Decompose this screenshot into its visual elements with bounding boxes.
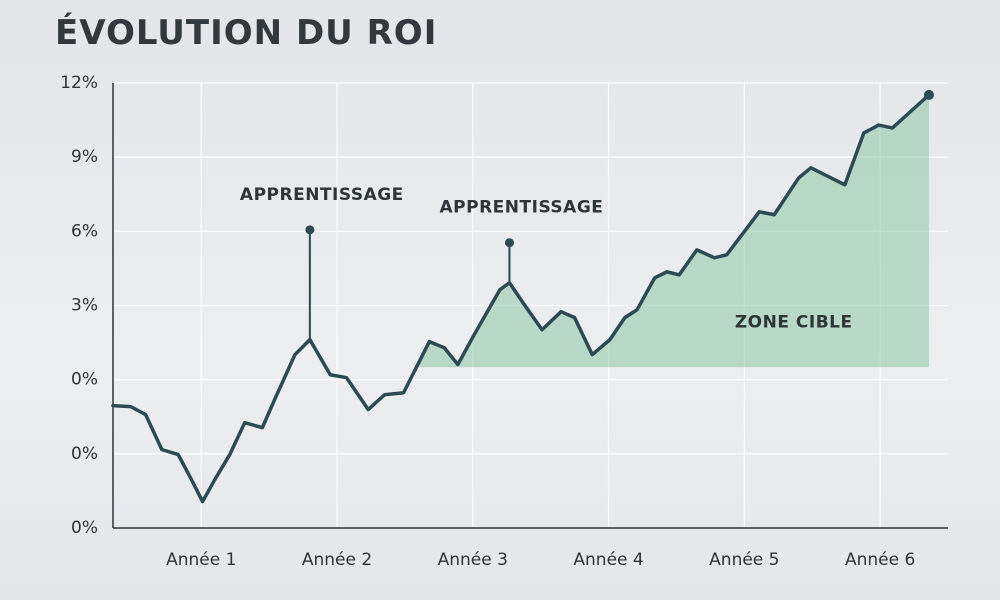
- series-line: [111, 93, 931, 504]
- annotation-label: APPRENTISSAGE: [440, 198, 604, 218]
- y-tick-label: 6%: [71, 221, 98, 241]
- end-point: [923, 89, 934, 100]
- zone-label: ZONE CIBLE: [735, 312, 853, 332]
- x-tick-label: Année 5: [709, 550, 779, 570]
- x-tick-label: Année 2: [302, 550, 372, 570]
- y-tick-label: 12%: [60, 73, 98, 93]
- x-tick-label: Année 1: [166, 550, 236, 570]
- y-tick-label: 0%: [71, 444, 98, 464]
- y-tick-label: 0%: [71, 518, 98, 538]
- y-tick-label: 0%: [71, 370, 98, 390]
- target-zone: [418, 94, 929, 368]
- x-tick-label: Année 6: [845, 550, 915, 570]
- annotation-dot: [305, 225, 315, 235]
- annotation-label: APPRENTISSAGE: [240, 185, 404, 205]
- x-tick-label: Année 3: [438, 550, 508, 570]
- annotation-dot: [504, 238, 514, 248]
- y-tick-label: 9%: [71, 147, 98, 167]
- y-tick-label: 3%: [71, 296, 98, 316]
- x-tick-label: Année 4: [573, 550, 643, 570]
- chart-title: ÉVOLUTION DU ROI: [55, 12, 437, 53]
